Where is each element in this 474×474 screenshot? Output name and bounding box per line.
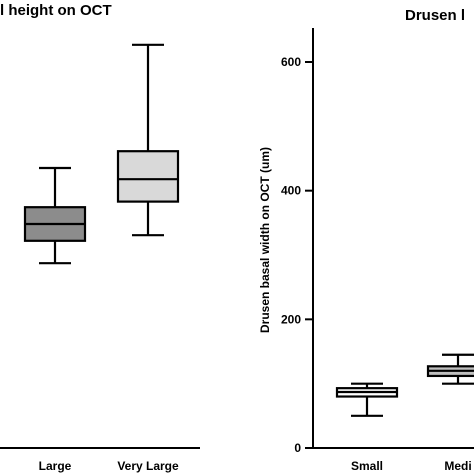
right-y-ticks-group: 0 200 400 600 — [281, 55, 313, 455]
x-tick-label-small: Small — [351, 459, 383, 473]
left-boxes-group — [23, 43, 180, 265]
y-tick-label-200: 200 — [281, 312, 301, 326]
y-tick-label-600: 600 — [281, 55, 301, 69]
x-tick-label-very-large: Very Large — [117, 459, 179, 473]
x-tick-labels-group: Large Very Large Small Medi — [39, 459, 472, 473]
right-y-axis-label: Drusen basal width on OCT (um) — [258, 147, 272, 333]
x-tick-label-medi: Medi — [444, 459, 471, 473]
y-tick-label-400: 400 — [281, 184, 301, 198]
x-tick-label-large: Large — [39, 459, 72, 473]
left-chart-title: l height on OCT — [0, 2, 112, 19]
box-very-large — [116, 150, 180, 203]
right-chart-title: Drusen l — [405, 7, 465, 24]
y-tick-label-0: 0 — [294, 441, 301, 455]
right-boxes-group — [335, 353, 474, 417]
